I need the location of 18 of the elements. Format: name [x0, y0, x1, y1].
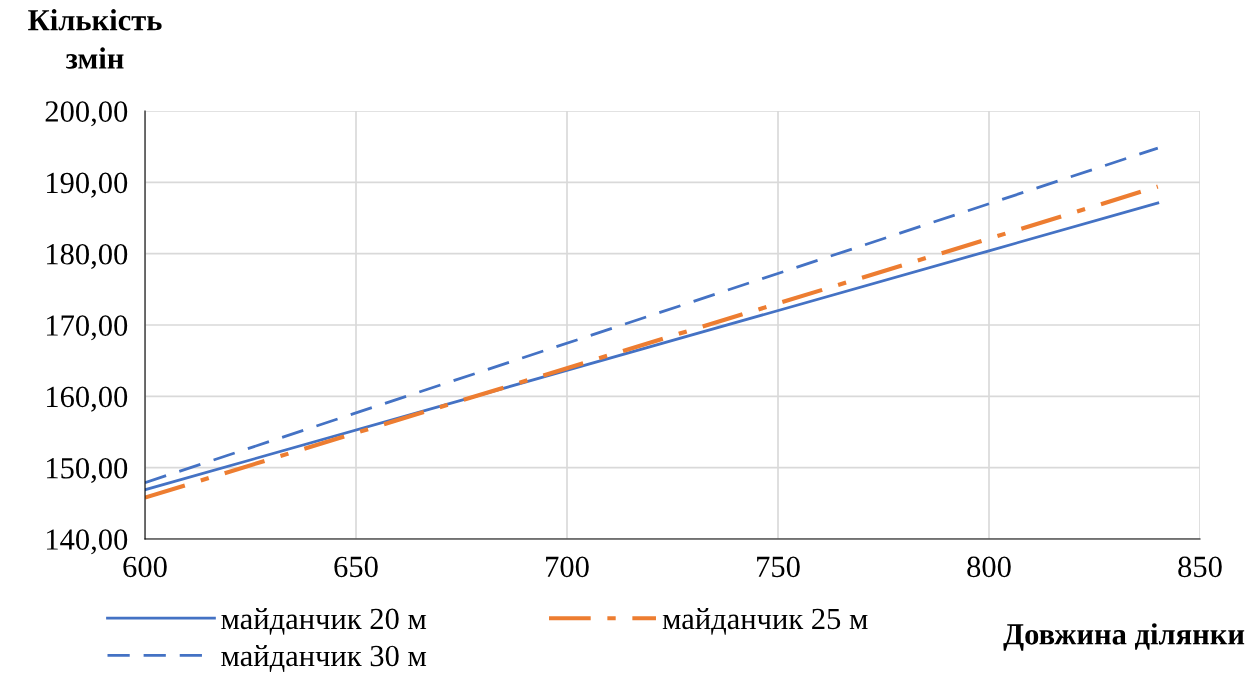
y-tick-label: 150,00 [46, 457, 128, 483]
y-tick-label: 160,00 [46, 386, 128, 412]
y-tick-label: 170,00 [46, 315, 128, 341]
y-axis-title: Кількість змін [28, 8, 162, 69]
legend-label: майданчик 30 м [221, 645, 427, 672]
x-tick-label: 850 [1178, 556, 1222, 578]
legend-label: майданчик 25 м [662, 608, 868, 635]
x-tick-label: 600 [123, 556, 167, 578]
x-tick-label: 800 [967, 556, 1011, 578]
x-tick-label: 700 [546, 556, 589, 578]
y-tick-label: 140,00 [46, 529, 128, 555]
y-tick-label: 180,00 [46, 243, 128, 269]
x-tick-label: 750 [757, 556, 800, 578]
x-axis-title: Довжина ділянки [1003, 623, 1245, 651]
legend-label: майданчик 20 м [221, 608, 427, 635]
y-tick-label: 200,00 [45, 101, 128, 127]
y-tick-label: 190,00 [46, 172, 128, 198]
x-tick-label: 650 [334, 556, 378, 578]
